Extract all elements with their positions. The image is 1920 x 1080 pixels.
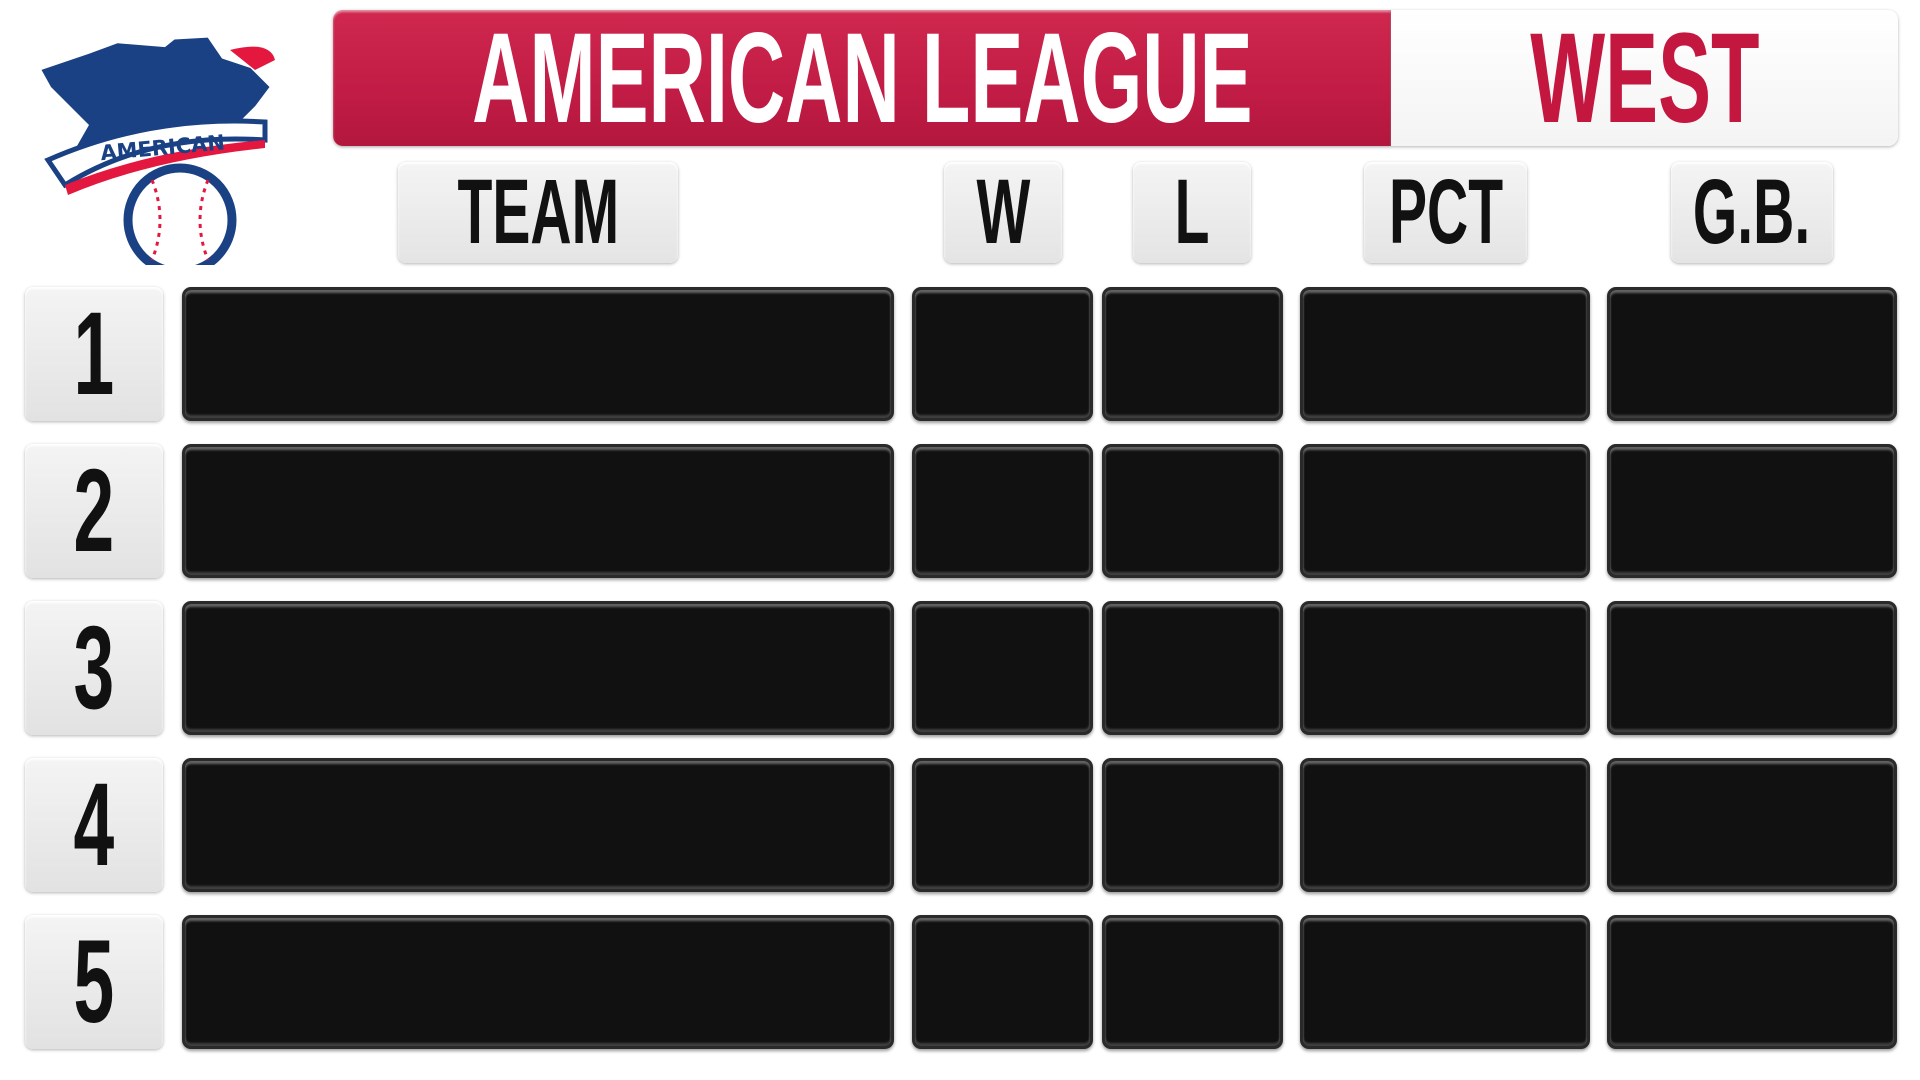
pct-cell (1300, 601, 1590, 735)
division-banner: WEST (1391, 7, 1898, 150)
team-cell (182, 915, 894, 1049)
column-header-wins: W (944, 161, 1062, 263)
column-header-games-behind: G.B. (1671, 161, 1833, 263)
column-header-losses: L (1133, 161, 1251, 263)
league-title-banner: AMERICAN LEAGUE (333, 7, 1391, 150)
pct-cell (1300, 287, 1590, 421)
rank-box: 1 (25, 287, 163, 421)
gb-cell (1607, 287, 1897, 421)
gb-cell (1607, 444, 1897, 578)
pct-cell (1300, 915, 1590, 1049)
w-cell (912, 915, 1093, 1049)
gb-cell (1607, 758, 1897, 892)
team-cell (182, 287, 894, 421)
l-cell (1102, 915, 1283, 1049)
w-cell (912, 287, 1093, 421)
gb-cell (1607, 601, 1897, 735)
rank-number: 3 (73, 602, 115, 734)
l-cell (1102, 758, 1283, 892)
rank-number: 4 (73, 759, 115, 891)
team-cell (182, 444, 894, 578)
l-cell (1102, 444, 1283, 578)
rank-number: 5 (73, 916, 115, 1048)
rank-number: 2 (73, 445, 115, 577)
pct-cell (1300, 758, 1590, 892)
w-cell (912, 758, 1093, 892)
rank-box: 2 (25, 444, 163, 578)
rank-box: 5 (25, 915, 163, 1049)
rank-box: 3 (25, 601, 163, 735)
pct-cell (1300, 444, 1590, 578)
gb-cell (1607, 915, 1897, 1049)
w-cell (912, 444, 1093, 578)
w-cell (912, 601, 1093, 735)
l-cell (1102, 601, 1283, 735)
team-cell (182, 601, 894, 735)
american-league-logo: AMERICAN (40, 20, 280, 277)
rank-number: 1 (73, 288, 115, 420)
l-cell (1102, 287, 1283, 421)
rank-box: 4 (25, 758, 163, 892)
division-title: WEST (1529, 6, 1760, 150)
column-header-pct: PCT (1364, 161, 1527, 263)
column-header-team: TEAM (398, 161, 678, 263)
league-title: AMERICAN LEAGUE (471, 6, 1253, 150)
team-cell (182, 758, 894, 892)
